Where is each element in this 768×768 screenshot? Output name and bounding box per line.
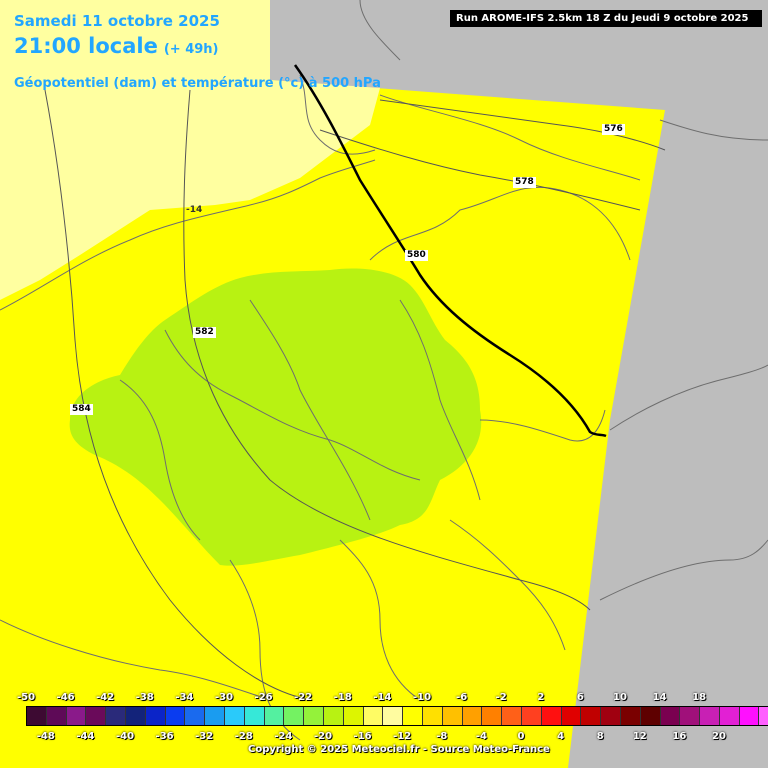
scale-swatch (442, 707, 463, 725)
scale-swatch (521, 707, 542, 725)
borders (0, 0, 768, 741)
scale-swatch (66, 707, 87, 725)
scale-label-bottom: -24 (274, 731, 293, 742)
scale-swatch (541, 707, 562, 725)
scale-swatch (185, 707, 206, 725)
isoline-576 (379, 99, 666, 151)
isoline-label-580: 580 (405, 250, 428, 261)
scale-label-top: -10 (412, 692, 432, 703)
scale-swatch (462, 707, 483, 725)
scale-label-bottom: -48 (36, 731, 55, 742)
scale-swatch (482, 707, 503, 725)
lead-time: (+ 49h) (163, 42, 219, 57)
geopotential-isolines (44, 89, 666, 701)
scale-label-bottom: 0 (517, 731, 525, 742)
scale-swatch (383, 707, 404, 725)
scale-swatch (759, 707, 768, 725)
forecast-time: 21:00 locale (+ 49h) (14, 34, 219, 58)
scale-swatch (620, 707, 641, 725)
scale-label-bottom: -8 (436, 731, 448, 742)
scale-label-top: -18 (333, 692, 352, 703)
map-subtitle: Géopotentiel (dam) et température (°c) à… (14, 76, 381, 91)
scale-swatch (422, 707, 443, 725)
scale-swatch (719, 707, 740, 725)
scale-swatch (106, 707, 126, 725)
scale-swatch (244, 707, 265, 725)
scale-label-bottom: 4 (557, 731, 565, 742)
scale-label-top: -6 (456, 692, 468, 703)
isoline-578 (319, 129, 641, 211)
scale-label-top: -22 (294, 692, 313, 703)
scale-swatch (125, 707, 146, 725)
scale-swatch (224, 707, 245, 725)
scale-label-top: 6 (576, 692, 584, 703)
scale-label-bottom: -16 (353, 731, 372, 742)
scale-swatch (640, 707, 661, 725)
scale-swatch (264, 707, 285, 725)
scale-label-top: -34 (175, 692, 194, 703)
isoline-582 (183, 89, 591, 611)
scale-swatch (739, 707, 760, 725)
forecast-time-value: 21:00 locale (14, 34, 158, 58)
isoline-label-584: 584 (70, 404, 93, 415)
copyright: Copyright © 2025 Meteociel.fr - Source M… (248, 744, 550, 755)
scale-label-bottom: 20 (712, 731, 726, 742)
scale-swatch (601, 707, 621, 725)
isoline-584 (44, 89, 311, 701)
scale-label-bottom: 16 (672, 731, 687, 742)
isoline-label-576: 576 (602, 124, 625, 135)
scale-swatch (700, 707, 720, 725)
scale-label-top: 18 (692, 692, 707, 703)
scale-swatch (323, 707, 344, 725)
scale-swatch (561, 707, 582, 725)
scale-label-top: -14 (373, 692, 392, 703)
isotherm-label: -14 (186, 205, 203, 215)
scale-label-top: -42 (96, 692, 115, 703)
scale-label-top: -38 (135, 692, 154, 703)
scale-swatch (145, 707, 166, 725)
scale-label-bottom: 12 (632, 731, 647, 742)
scale-label-bottom: 8 (596, 731, 604, 742)
scale-swatch (27, 707, 47, 725)
scale-label-bottom: -40 (115, 731, 135, 742)
run-info: Run AROME-IFS 2.5km 18 Z du Jeudi 9 octo… (450, 10, 762, 27)
scale-swatch (165, 707, 186, 725)
scale-swatch (581, 707, 602, 725)
scale-label-top: -2 (495, 692, 507, 703)
scale-swatch (343, 707, 364, 725)
isoline-label-578: 578 (513, 177, 536, 188)
scale-swatch (660, 707, 681, 725)
scale-swatch (502, 707, 522, 725)
scale-swatch (304, 707, 324, 725)
scale-swatch (363, 707, 384, 725)
scale-label-top: 14 (652, 692, 667, 703)
scale-swatch (205, 707, 225, 725)
scale-label-bottom: -44 (76, 731, 95, 742)
scale-label-bottom: -12 (393, 731, 412, 742)
isoline-label-582: 582 (193, 327, 216, 338)
scale-label-bottom: -20 (313, 731, 333, 742)
scale-label-top: 2 (537, 692, 545, 703)
scale-swatch (86, 707, 107, 725)
scale-label-top: -26 (254, 692, 273, 703)
forecast-date: Samedi 11 octobre 2025 (14, 12, 220, 30)
temp-zone-pale (0, 0, 380, 300)
scale-label-bottom: -36 (155, 731, 174, 742)
scale-label-top: 10 (613, 692, 627, 703)
scale-label-bottom: -28 (234, 731, 253, 742)
scale-swatch (680, 707, 701, 725)
scale-label-top: -46 (56, 692, 75, 703)
isoline-580 (293, 64, 607, 438)
scale-swatch (284, 707, 305, 725)
scale-swatch (403, 707, 423, 725)
scale-swatch (46, 707, 67, 725)
color-scale (26, 706, 768, 726)
scale-label-bottom: -32 (195, 731, 214, 742)
scale-label-top: -30 (214, 692, 234, 703)
scale-label-bottom: -4 (475, 731, 487, 742)
scale-label-top: -50 (16, 692, 36, 703)
